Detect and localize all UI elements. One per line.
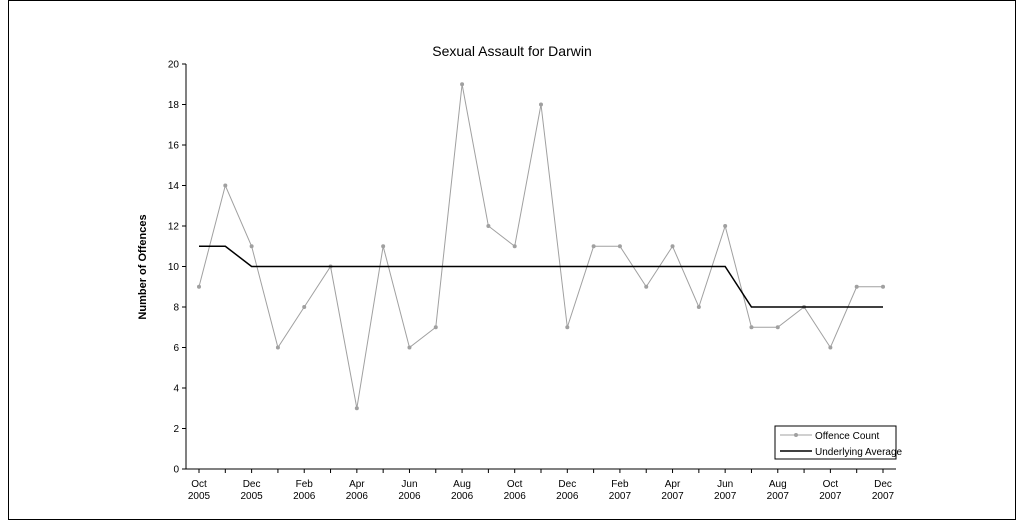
x-tick-label-year: 2005 [188,491,211,502]
axes: 02468101214161820Oct2005Dec2005Feb2006Ap… [168,60,896,502]
x-tick-label-month: Feb [611,479,629,490]
x-tick-label-month: Jun [401,479,417,490]
data-point-offence-count [881,284,885,289]
legend-label-underlying-average: Underlying Average [815,447,903,458]
y-tick-label: 10 [168,262,180,273]
data-point-offence-count [565,325,570,330]
y-tick-label: 2 [173,424,179,435]
x-tick-label-year: 2007 [609,491,632,502]
x-tick-label-year: 2007 [872,491,895,502]
data-point-offence-count [828,345,833,350]
legend-label-offence-count: Offence Count [815,431,880,442]
data-point-offence-count [381,244,386,249]
data-point-offence-count [460,82,465,87]
x-tick-label-month: Aug [453,479,471,490]
x-tick-label-year: 2006 [504,491,527,502]
data-point-offence-count [486,224,491,228]
x-tick-label-year: 2006 [451,491,474,502]
legend: Offence Count Underlying Average [774,425,903,460]
x-tick-label-month: Oct [507,479,523,490]
x-tick-label-month: Dec [874,479,892,490]
data-point-offence-count [433,325,438,330]
series-line-underlying-average [199,245,883,308]
x-tick-label-year: 2007 [714,491,737,502]
data-point-offence-count [249,244,254,249]
data-point-offence-count [354,406,359,411]
data-point-offence-count [749,325,754,330]
data-point-offence-count [775,325,780,330]
x-tick-label-year: 2006 [398,491,421,502]
data-point-offence-count [854,284,859,289]
x-tick-label-month: Apr [665,479,681,490]
legend-box [774,425,897,460]
data-point-offence-count [223,183,228,188]
y-tick-label: 4 [173,384,179,395]
x-tick-label-month: Dec [558,479,576,490]
series-layer [197,82,885,411]
y-tick-label: 18 [168,100,180,111]
y-tick-label: 20 [168,60,180,71]
x-tick-label-month: Dec [243,479,261,490]
x-tick-label-month: Oct [823,479,839,490]
data-point-offence-count [644,284,649,289]
data-point-offence-count [539,102,543,107]
data-point-offence-count [591,244,596,249]
data-point-offence-count [197,284,201,289]
data-point-offence-count [670,244,675,249]
legend-marker-offence-count [794,433,798,437]
x-tick-label-month: Jun [717,479,733,490]
data-point-offence-count [275,345,280,350]
x-tick-label-month: Oct [191,479,207,490]
x-tick-label-year: 2007 [819,491,842,502]
x-tick-label-year: 2005 [240,491,263,502]
y-axis-label: Number of Offences [137,214,149,319]
data-point-offence-count [696,305,701,309]
data-point-offence-count [512,244,517,249]
data-point-offence-count [302,305,307,309]
x-tick-label-month: Apr [349,479,365,490]
x-tick-label-month: Aug [769,479,787,490]
x-tick-label-year: 2007 [661,491,684,502]
data-point-offence-count [407,345,412,350]
series-line-offence-count [198,84,883,409]
data-point-offence-count [617,244,622,249]
y-tick-label: 12 [168,222,180,233]
y-tick-label: 16 [168,141,180,152]
y-tick-label: 6 [173,343,179,354]
x-tick-label-year: 2006 [346,491,369,502]
x-tick-label-month: Feb [296,479,314,490]
x-tick-label-year: 2006 [556,491,579,502]
chart-title: Sexual Assault for Darwin [432,43,592,59]
y-tick-label: 8 [173,303,179,314]
data-point-offence-count [723,224,728,228]
y-tick-label: 14 [168,181,180,192]
line-chart: Sexual Assault for Darwin Number of Offe… [137,43,903,502]
y-tick-label: 0 [173,465,179,476]
x-tick-label-year: 2006 [293,491,316,502]
x-tick-label-year: 2007 [767,491,790,502]
